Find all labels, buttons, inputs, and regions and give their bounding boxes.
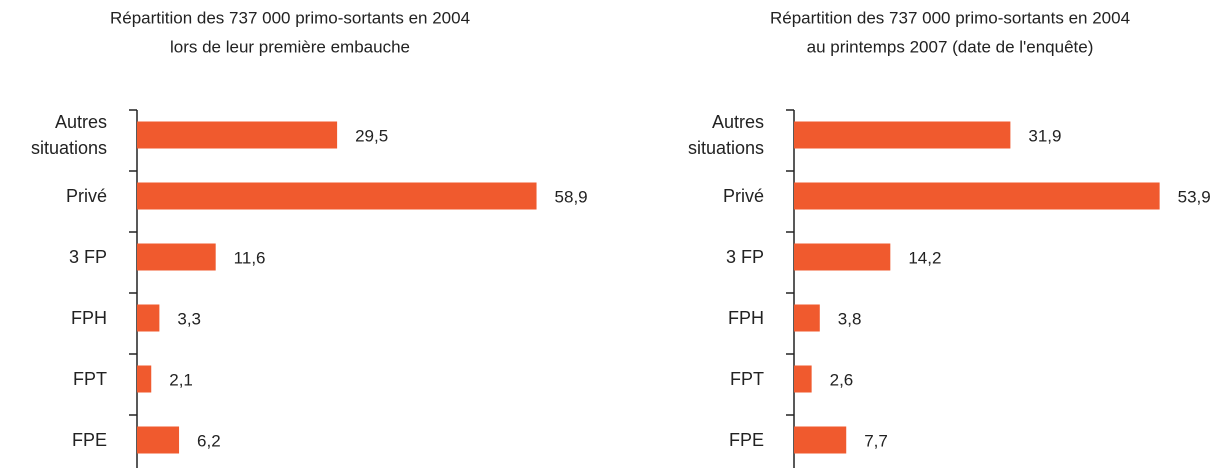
value-label: 6,2	[197, 431, 221, 450]
value-label: 7,7	[864, 431, 888, 450]
category-label: Privé	[722, 186, 764, 206]
category-label: Autres situations	[687, 112, 764, 158]
category-label: 3 FP	[725, 247, 764, 267]
bar	[794, 182, 1160, 210]
category-label: Autres situations	[30, 112, 107, 158]
bar	[794, 426, 847, 454]
category-label: Privé	[65, 186, 107, 206]
value-label: 53,9	[1178, 187, 1211, 206]
bar	[137, 243, 216, 271]
category-label: FPH	[728, 308, 764, 328]
bar	[137, 121, 338, 149]
value-label: 29,5	[355, 126, 388, 145]
value-label: 14,2	[908, 248, 941, 267]
bar	[794, 365, 812, 393]
value-label: 3,3	[177, 309, 201, 328]
chart-title: Répartition des 737 000 primo-sortants e…	[770, 8, 1130, 27]
chart-subtitle: lors de leur première embauche	[170, 37, 410, 56]
value-label: 2,1	[169, 370, 193, 389]
value-label: 2,6	[830, 370, 854, 389]
category-label: FPT	[730, 369, 764, 389]
category-label: FPT	[73, 369, 107, 389]
bar	[137, 426, 180, 454]
category-label: FPE	[71, 430, 107, 450]
bar	[794, 121, 1011, 149]
value-label: 11,6	[234, 248, 266, 267]
bar	[137, 365, 152, 393]
bar	[794, 243, 891, 271]
category-label: FPE	[728, 430, 764, 450]
category-label: FPH	[71, 308, 107, 328]
value-label: 58,9	[555, 187, 588, 206]
bar	[794, 304, 820, 332]
bar	[137, 304, 160, 332]
value-label: 3,8	[838, 309, 862, 328]
category-label: 3 FP	[68, 247, 107, 267]
value-label: 31,9	[1028, 126, 1061, 145]
bar	[137, 182, 537, 210]
chart-title: Répartition des 737 000 primo-sortants e…	[110, 8, 470, 27]
chart-subtitle: au printemps 2007 (date de l'enquête)	[807, 37, 1094, 56]
